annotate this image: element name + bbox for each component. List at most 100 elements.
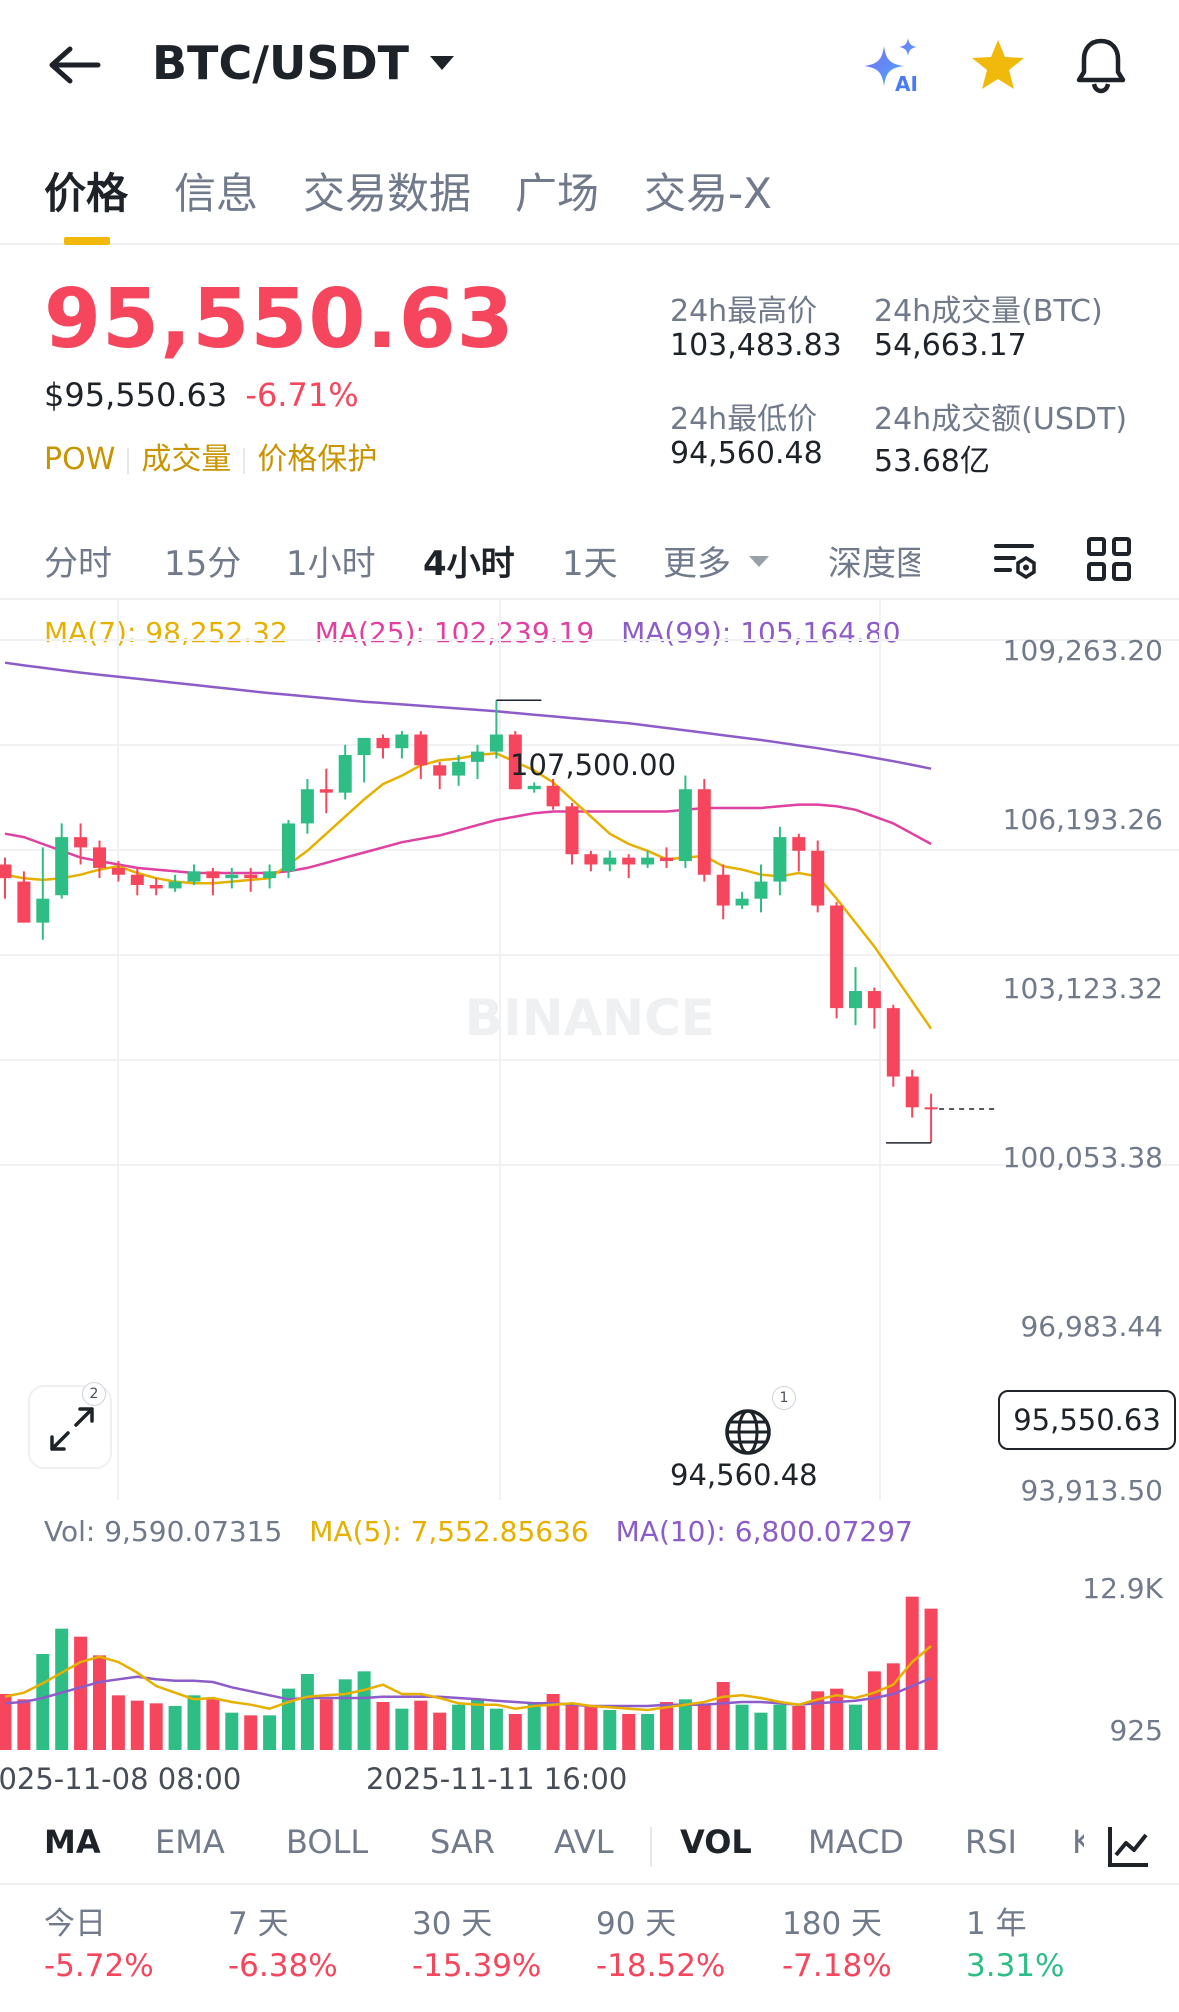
candle-body <box>622 857 636 865</box>
perf-label-1y: 1 年 <box>966 1906 1027 1942</box>
vol-usdt-value: 53.68亿 <box>874 444 990 479</box>
badge: 2 <box>82 1382 106 1406</box>
interval-depth[interactable]: 深度图 <box>828 544 920 584</box>
candle-body <box>905 1076 919 1108</box>
candle-body <box>225 874 239 879</box>
candle-body <box>149 885 163 889</box>
more-chevron-icon[interactable] <box>748 554 770 573</box>
volume-legend: Vol: 9,590.07315 MA(5): 7,552.85636 MA(1… <box>44 1515 913 1548</box>
indicator-ema[interactable]: EMA <box>155 1823 225 1861</box>
volume-bar <box>716 1682 730 1750</box>
candle-body <box>452 761 466 776</box>
indicator-macd[interactable]: MACD <box>808 1823 904 1861</box>
volume-bar <box>206 1698 220 1750</box>
candle-body <box>924 1107 938 1110</box>
interval-4h[interactable]: 4小时 <box>423 544 515 584</box>
y-tick-label: 93,913.50 <box>1020 1474 1163 1507</box>
interval-1d[interactable]: 1天 <box>562 544 618 584</box>
vma10-line <box>4 1675 932 1708</box>
interval-1h[interactable]: 1小时 <box>286 544 376 584</box>
volume-bar <box>187 1695 201 1750</box>
tab-trading-data[interactable]: 交易数据 <box>303 169 472 218</box>
last-price: 95,550.63 <box>44 272 515 367</box>
vma5-value: MA(5): 7,552.85636 <box>309 1515 589 1548</box>
globe-button[interactable] <box>718 1402 778 1462</box>
volume-tick-label: 12.9K <box>1082 1572 1163 1605</box>
ma99-line <box>4 661 932 770</box>
candle-body <box>55 837 69 896</box>
tab-square[interactable]: 广场 <box>515 169 600 218</box>
candle-body <box>244 874 258 879</box>
candle-body <box>0 864 12 879</box>
volume-bar <box>886 1663 900 1750</box>
current-price-tag[interactable]: 95,550.63 <box>998 1390 1176 1450</box>
interval-15m[interactable]: 15分 <box>164 544 242 584</box>
chevron-down-icon[interactable] <box>428 54 456 76</box>
interval-line[interactable]: 分时 <box>44 544 112 584</box>
high-value: 103,483.83 <box>670 328 842 363</box>
vma5-line <box>4 1645 932 1712</box>
indicator-avl[interactable]: AVL <box>554 1823 614 1861</box>
volume-bar <box>55 1628 69 1750</box>
tab-info[interactable]: 信息 <box>174 169 259 218</box>
vol-usdt-label: 24h成交额(USDT) <box>874 402 1128 437</box>
volume-bar <box>584 1706 598 1750</box>
perf-value-7d: -6.38% <box>228 1948 338 1984</box>
back-arrow-icon[interactable] <box>46 40 106 90</box>
candle-body <box>206 871 220 879</box>
volume-bar <box>867 1671 881 1750</box>
volume-bar <box>319 1699 333 1750</box>
interval-more[interactable]: 更多 <box>663 544 731 584</box>
tag-pow[interactable]: POW <box>44 442 116 477</box>
candle-body <box>830 905 844 1009</box>
candle-body <box>527 785 541 790</box>
perf-label-180d: 180 天 <box>782 1906 883 1942</box>
bell-icon[interactable] <box>1074 36 1128 98</box>
indicator-vol[interactable]: VOL <box>680 1823 752 1861</box>
volume-bar <box>811 1691 825 1750</box>
candle-body <box>811 850 825 906</box>
candle-body <box>565 806 579 855</box>
indicator-sar[interactable]: SAR <box>430 1823 496 1861</box>
indicator-kdj[interactable]: K <box>1072 1823 1084 1861</box>
candle-body <box>849 991 862 1009</box>
candle-body <box>300 789 314 824</box>
tag-price-protection[interactable]: 价格保护 <box>257 442 378 477</box>
candle-body <box>867 991 881 1009</box>
volume-bar <box>130 1700 144 1750</box>
low-marker-label: 94,560.48 <box>670 1458 818 1492</box>
ai-sparkle-icon[interactable] <box>862 36 930 98</box>
pair-title[interactable]: BTC/USDT <box>152 36 410 90</box>
chart-settings-icon[interactable] <box>992 536 1040 588</box>
vol-btc-value: 54,663.17 <box>874 328 1027 363</box>
candle-body <box>754 881 768 899</box>
volume-bar <box>111 1695 125 1750</box>
volume-bar <box>641 1714 655 1750</box>
volume-bar <box>735 1704 749 1750</box>
candle-body <box>773 837 787 882</box>
indicator-ma[interactable]: MA <box>44 1823 101 1861</box>
ma25-value: MA(25): 102,239.19 <box>314 616 595 649</box>
volume-chart[interactable] <box>0 1560 1179 1750</box>
volume-bar <box>471 1699 484 1750</box>
globe-icon <box>725 1409 771 1455</box>
volume-bar <box>678 1699 692 1750</box>
tab-price[interactable]: 价格 <box>44 169 129 218</box>
indicator-rsi[interactable]: RSI <box>965 1823 1017 1861</box>
tab-trade-x[interactable]: 交易-X <box>644 169 772 218</box>
candle-body <box>93 847 106 868</box>
indicator-settings-icon[interactable] <box>1106 1823 1152 1873</box>
candle-body <box>263 871 277 879</box>
perf-label-30d: 30 天 <box>412 1906 493 1942</box>
candle-body <box>660 857 673 862</box>
perf-label-today: 今日 <box>44 1906 106 1942</box>
volume-bar <box>565 1703 579 1750</box>
indicator-boll[interactable]: BOLL <box>286 1823 369 1861</box>
star-icon[interactable] <box>970 38 1026 96</box>
layout-grid-icon[interactable] <box>1086 536 1132 586</box>
volume-bar <box>546 1694 560 1750</box>
volume-bar <box>225 1712 239 1750</box>
price-chart[interactable]: BINANCE <box>0 600 1179 1505</box>
tag-volume[interactable]: 成交量 <box>141 442 232 477</box>
high-label: 24h最高价 <box>670 294 818 329</box>
